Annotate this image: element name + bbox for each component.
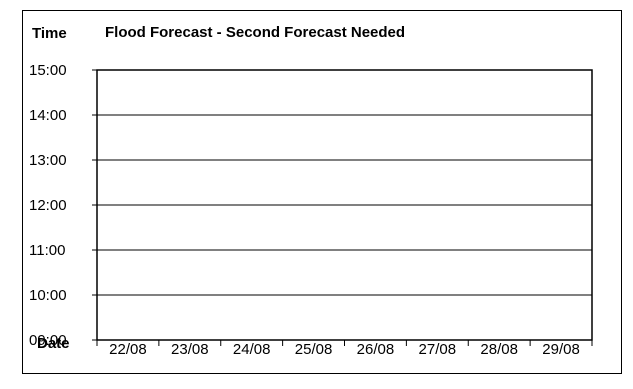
x-tick-label: 24/08: [233, 341, 271, 358]
y-tick-label: 12:00: [29, 197, 67, 214]
gridlines: [92, 69, 592, 341]
x-tick-label: 29/08: [542, 341, 580, 358]
x-tick-labels: 22/08 23/08 24/08 25/08 26/08 27/08 28/08 29/08: [96, 340, 593, 358]
y-tick-label: 09:00: [29, 332, 67, 349]
y-tick-label: 13:00: [29, 152, 67, 169]
y-tick-label: 10:00: [29, 287, 67, 304]
y-tick-labels: 15:00 14:00 13:00 12:00 11:00 10:00 09:00: [29, 62, 67, 349]
x-tick-label: 26/08: [357, 341, 395, 358]
y-tick-label: 11:00: [29, 242, 65, 259]
x-tick-label: 22/08: [109, 341, 147, 358]
y-tick-label: 15:00: [29, 62, 67, 79]
y-axis-label: Time: [32, 25, 67, 42]
plot-area-border: [96, 69, 593, 341]
x-tick-label: 27/08: [419, 341, 457, 358]
x-tick-label: 23/08: [171, 341, 209, 358]
x-tick-label: 28/08: [480, 341, 518, 358]
chart-title: Flood Forecast - Second Forecast Needed: [105, 24, 405, 41]
x-axis-label: Date: [37, 335, 70, 352]
x-tick-label: 25/08: [295, 341, 333, 358]
y-tick-label: 14:00: [29, 107, 67, 124]
